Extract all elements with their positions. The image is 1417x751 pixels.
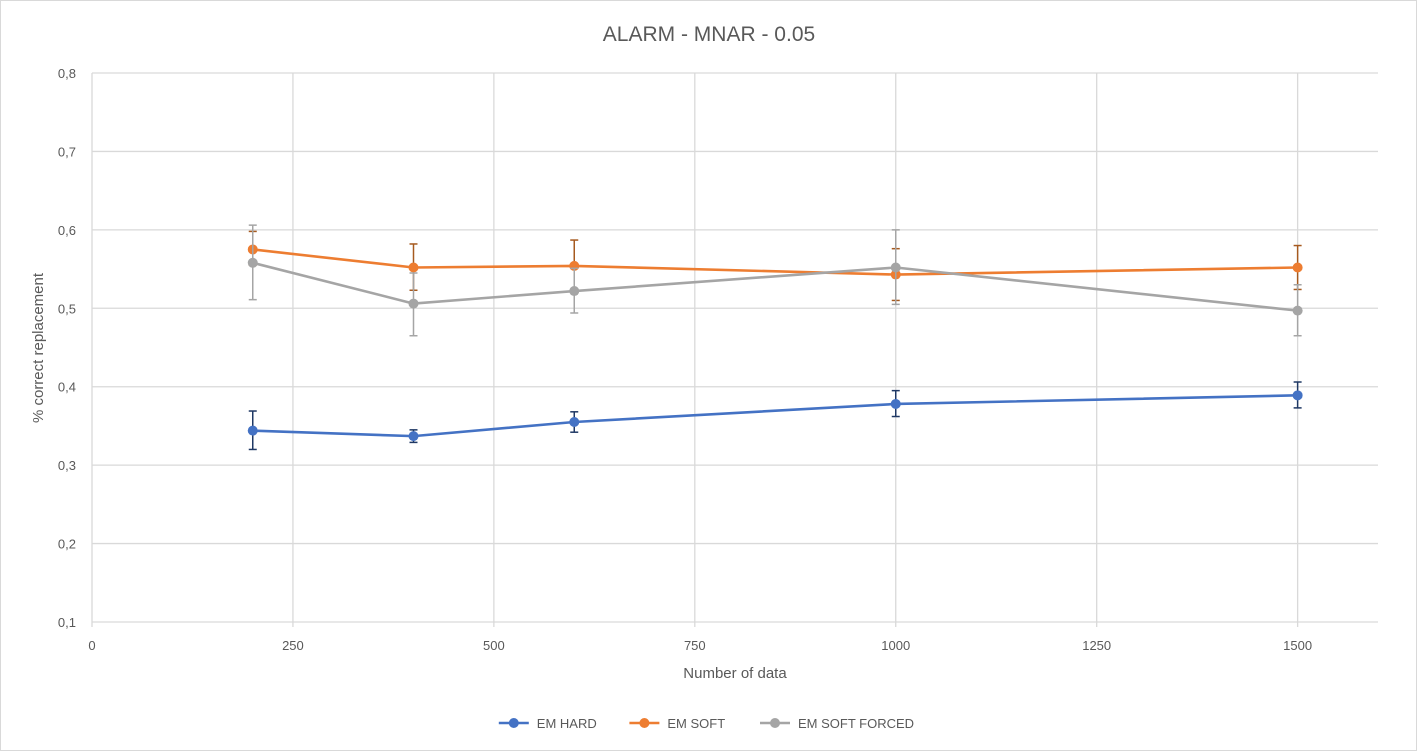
axes: 0,1 0,2 0,3 0,4 0,5 0,6 0,7 0,8 0 250 500 750 1000 12… bbox=[58, 66, 1312, 653]
series-group bbox=[247, 224, 1303, 451]
x-tick-label: 500 bbox=[483, 638, 505, 653]
legend-item-em-soft-forced: EM SOFT FORCED bbox=[760, 716, 914, 731]
x-axis-label: Number of data bbox=[683, 665, 787, 682]
y-axis-label: % correct replacement bbox=[30, 272, 47, 423]
x-tick-label: 250 bbox=[282, 638, 304, 653]
data-point bbox=[569, 417, 580, 428]
legend: EM HARD EM SOFT EM SOFT FORCED bbox=[498, 716, 914, 731]
data-point bbox=[890, 262, 901, 273]
data-point bbox=[408, 262, 419, 273]
data-point bbox=[569, 286, 580, 297]
series-em-soft bbox=[247, 230, 1303, 302]
data-point bbox=[408, 298, 419, 309]
y-tick-label: 0,4 bbox=[58, 380, 76, 395]
data-point bbox=[247, 425, 258, 436]
x-tick-label: 750 bbox=[684, 638, 706, 653]
legend-label: EM HARD bbox=[537, 716, 597, 731]
legend-marker bbox=[508, 718, 519, 728]
gridlines bbox=[91, 72, 1378, 623]
data-point bbox=[247, 257, 258, 268]
y-tick-label: 0,7 bbox=[58, 144, 76, 159]
data-point bbox=[1292, 262, 1303, 273]
y-tick-label: 0,3 bbox=[58, 458, 76, 473]
y-tick-label: 0,8 bbox=[58, 66, 76, 81]
data-point bbox=[1292, 390, 1303, 401]
series-line bbox=[252, 248, 1298, 276]
legend-item-em-hard: EM HARD bbox=[498, 716, 597, 731]
data-point bbox=[890, 398, 901, 409]
x-tick-label: 1000 bbox=[881, 638, 910, 653]
y-tick-label: 0,6 bbox=[58, 223, 76, 238]
legend-item-em-soft: EM SOFT bbox=[629, 716, 725, 731]
series-line bbox=[252, 394, 1298, 438]
legend-marker bbox=[770, 718, 780, 728]
data-point bbox=[1292, 305, 1303, 316]
y-tick-label: 0,5 bbox=[58, 301, 76, 316]
y-tick-label: 0,2 bbox=[58, 537, 76, 552]
legend-marker bbox=[639, 718, 650, 728]
series-em-hard bbox=[247, 381, 1303, 451]
y-tick-label: 0,1 bbox=[58, 615, 76, 630]
legend-label: EM SOFT bbox=[667, 716, 725, 731]
data-point bbox=[408, 431, 419, 442]
chart-title: ALARM - MNAR - 0.05 bbox=[603, 23, 815, 46]
legend-label: EM SOFT FORCED bbox=[798, 716, 914, 731]
x-tick-label: 1500 bbox=[1283, 638, 1312, 653]
x-tick-label: 0 bbox=[88, 638, 95, 653]
series-em-soft-forced bbox=[247, 224, 1303, 337]
x-tick-label: 1250 bbox=[1082, 638, 1111, 653]
